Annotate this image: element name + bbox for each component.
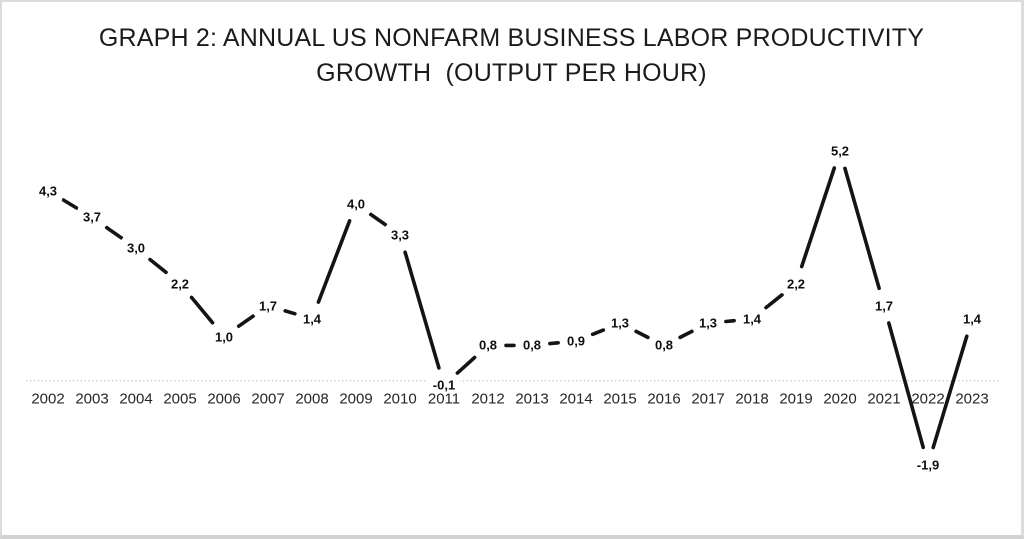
- data-label-2012: 0,8: [473, 335, 503, 355]
- series-line-segment: [236, 314, 256, 329]
- x-axis-tick-label-2021: 2021: [867, 390, 901, 407]
- data-label-2010: 3,3: [385, 225, 415, 245]
- data-label-2004: 3,0: [121, 238, 151, 258]
- series-line-segment: [283, 309, 297, 316]
- x-axis-tick-label-2020: 2020: [823, 390, 857, 407]
- series-line-segment: [61, 198, 79, 210]
- x-axis-tick-label-2015: 2015: [603, 390, 637, 407]
- data-label-2003: 3,7: [77, 207, 107, 227]
- data-label-2019: 2,2: [781, 274, 811, 294]
- data-label-2022: -1,9: [911, 455, 945, 475]
- data-label-2021: 1,7: [869, 296, 899, 316]
- data-label-2023: 1,4: [957, 309, 987, 329]
- chart-title-line-2: GROWTH (OUTPUT PER HOUR): [316, 59, 707, 87]
- x-axis-tick-label-2009: 2009: [339, 390, 373, 407]
- x-axis-tick-label-2006: 2006: [207, 390, 241, 407]
- series-line-segment: [634, 329, 650, 340]
- x-axis-tick-label-2018: 2018: [735, 390, 769, 407]
- series-line-segment: [189, 295, 215, 325]
- series-line-segment: [931, 334, 969, 450]
- x-axis-tick-label-2007: 2007: [251, 390, 285, 407]
- x-axis-tick-label-2017: 2017: [691, 390, 725, 407]
- series-line-segment: [368, 212, 388, 227]
- x-axis-tick-label-2002: 2002: [31, 390, 65, 407]
- data-label-2006: 1,0: [209, 327, 239, 347]
- series-line-segment: [799, 166, 837, 269]
- series-line-segment: [843, 166, 881, 291]
- series-line-segment: [403, 250, 441, 370]
- x-axis-tick-label-2008: 2008: [295, 390, 329, 407]
- series-line-segment: [455, 355, 477, 375]
- data-label-2009: 4,0: [341, 194, 371, 214]
- series-line-segment: [548, 340, 560, 346]
- x-axis-tick-label-2014: 2014: [559, 390, 593, 407]
- x-axis-tick-label-2011: 2011: [427, 390, 461, 407]
- x-axis-tick-label-2003: 2003: [75, 390, 109, 407]
- x-axis-tick-label-2016: 2016: [647, 390, 681, 407]
- series-line-segment: [764, 292, 784, 310]
- chart-title-line-1: GRAPH 2: ANNUAL US NONFARM BUSINESS LABO…: [98, 24, 925, 52]
- data-label-2011: -0,1: [427, 375, 461, 395]
- data-label-2007: 1,7: [253, 296, 283, 316]
- data-label-2016: 0,8: [649, 335, 679, 355]
- data-label-2008: 1,4: [297, 309, 327, 329]
- chart-title: GRAPH 2: ANNUAL US NONFARM BUSINESS LABO…: [2, 21, 1021, 91]
- x-axis-tick-label-2013: 2013: [515, 390, 549, 407]
- data-label-2015: 1,3: [605, 313, 635, 333]
- data-label-2013: 0,8: [517, 335, 547, 355]
- series-line-segment: [590, 328, 606, 337]
- data-label-2020: 5,2: [825, 141, 855, 161]
- x-axis-tick-label-2005: 2005: [163, 390, 197, 407]
- x-axis-tick-label-2022: 2022: [911, 390, 945, 407]
- x-axis-tick-label-2019: 2019: [779, 390, 813, 407]
- series-line-segment: [316, 219, 352, 304]
- series-line-segment: [148, 257, 168, 275]
- x-axis-tick-label-2012: 2012: [471, 390, 505, 407]
- x-axis-tick-label-2010: 2010: [383, 390, 417, 407]
- series-line-segment: [724, 318, 736, 324]
- x-axis-tick-label-2004: 2004: [119, 390, 153, 407]
- data-label-2002: 4,3: [33, 181, 63, 201]
- series-line-segment: [886, 321, 926, 450]
- x-axis-tick-label-2023: 2023: [955, 390, 989, 407]
- data-label-2005: 2,2: [165, 274, 195, 294]
- data-label-2017: 1,3: [693, 313, 723, 333]
- series-line-segment: [104, 225, 124, 240]
- data-label-2014: 0,9: [561, 331, 591, 351]
- data-label-2018: 1,4: [737, 309, 767, 329]
- series-line-segment: [678, 329, 694, 340]
